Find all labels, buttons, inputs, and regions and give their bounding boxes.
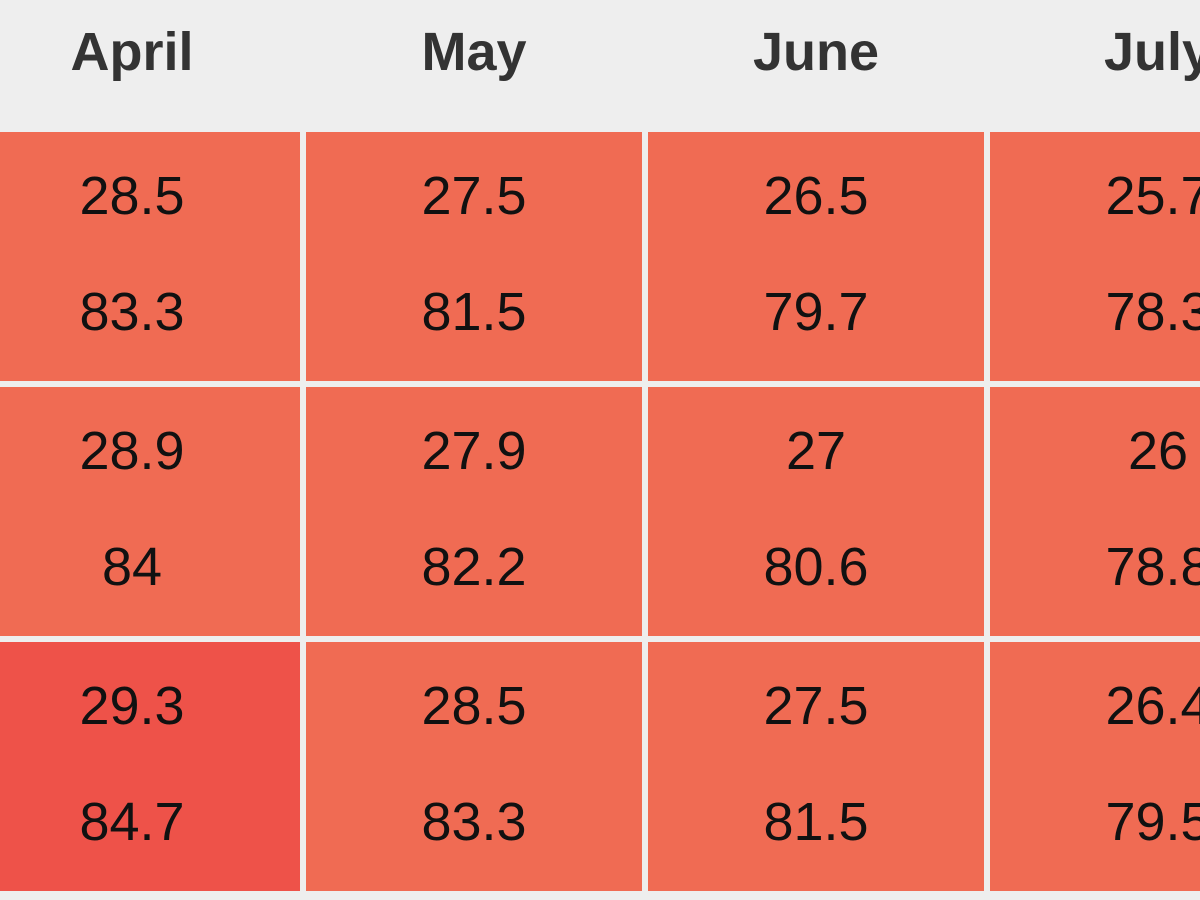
cell-value: 28.9 bbox=[79, 421, 185, 481]
table-cell: 27.5 81.5 bbox=[648, 642, 984, 891]
table-cell: 27.9 82.2 bbox=[306, 387, 642, 636]
table-cell: 28.5 83.3 bbox=[306, 642, 642, 891]
cell-value: 29.3 bbox=[79, 676, 185, 736]
table-cell: 29.3 84.7 bbox=[0, 642, 300, 891]
cell-value: 78.8 bbox=[1105, 537, 1200, 597]
cell-value: 84 bbox=[101, 537, 163, 597]
table-cell: 26.4 79.5 bbox=[990, 642, 1200, 891]
cell-value: 81.5 bbox=[421, 282, 527, 342]
cell-value: 27.5 bbox=[763, 676, 869, 736]
cell-value: 27.9 bbox=[421, 421, 527, 481]
column-header: April bbox=[70, 22, 194, 82]
cell-value: 79.7 bbox=[763, 282, 869, 342]
cell-value: 28.5 bbox=[79, 166, 185, 226]
cell-value: 84.7 bbox=[79, 792, 185, 852]
cell-value: 81.5 bbox=[763, 792, 869, 852]
cell-value: 80.6 bbox=[763, 537, 869, 597]
cell-value: 79.5 bbox=[1105, 792, 1200, 852]
cell-value: 82.2 bbox=[421, 537, 527, 597]
column-header: May bbox=[421, 22, 527, 82]
table-cell: 26 78.8 bbox=[990, 387, 1200, 636]
table-cell: 25.7 78.3 bbox=[990, 132, 1200, 381]
cell-value: 27.5 bbox=[421, 166, 527, 226]
table-cell: 26.5 79.7 bbox=[648, 132, 984, 381]
column-header: July bbox=[1103, 22, 1200, 82]
cell-value: 25.7 bbox=[1105, 166, 1200, 226]
table-cell: 28.5 83.3 bbox=[0, 132, 300, 381]
cell-value: 28.5 bbox=[421, 676, 527, 736]
cell-value: 26 bbox=[1127, 421, 1189, 481]
cell-value: 27 bbox=[785, 421, 847, 481]
cell-value: 26.5 bbox=[763, 166, 869, 226]
table-cell: 27.5 81.5 bbox=[306, 132, 642, 381]
column-header: June bbox=[752, 22, 880, 82]
cell-value: 83.3 bbox=[421, 792, 527, 852]
table-cell: 28.9 84 bbox=[0, 387, 300, 636]
cell-value: 78.3 bbox=[1105, 282, 1200, 342]
cell-value: 26.4 bbox=[1105, 676, 1200, 736]
table-cell: 27 80.6 bbox=[648, 387, 984, 636]
cell-value: 83.3 bbox=[79, 282, 185, 342]
